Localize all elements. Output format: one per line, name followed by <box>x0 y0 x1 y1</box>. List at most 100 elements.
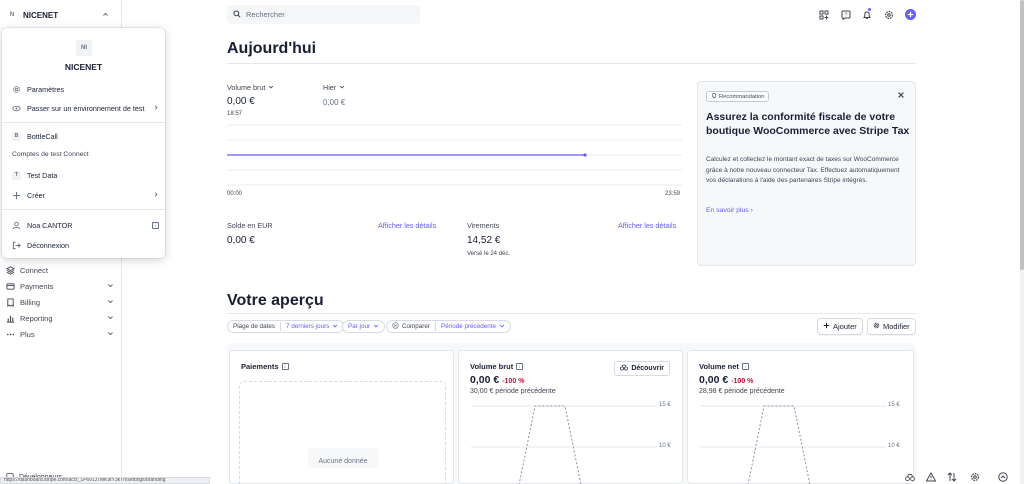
discover-button[interactable]: Découvrir <box>614 361 670 376</box>
change-badge: -100 % <box>731 378 754 385</box>
menu-item-create[interactable]: Créer <box>12 188 159 202</box>
chevron-right-icon: › <box>750 207 753 214</box>
previous-period: 30,00 € période précédente <box>470 388 556 395</box>
chevron-down-icon <box>107 282 114 291</box>
sidebar-item-reporting[interactable]: Reporting <box>6 311 116 325</box>
info-icon[interactable]: i <box>152 221 159 229</box>
search-bar[interactable] <box>227 5 420 24</box>
menu-divider <box>2 209 165 210</box>
menu-item-logout[interactable]: Déconnexion <box>12 238 159 252</box>
menu-section-test-accounts: Comptes de test Connect <box>12 151 89 158</box>
apps-icon[interactable] <box>818 9 829 20</box>
gear-icon <box>873 322 880 331</box>
filter-value: Par jour <box>348 323 371 330</box>
sidebar-item-label: Payments <box>20 281 54 291</box>
collapse-icon[interactable] <box>998 472 1008 482</box>
y-tick: 15 € <box>659 402 671 408</box>
status-url: https://dashboard.stripe.com/acct_1P6v1J… <box>0 477 210 484</box>
gross-volume-card[interactable]: Volume brut i Découvrir 0,00 € -100 % 30,… <box>458 350 683 484</box>
sidebar-item-payments[interactable]: Payments <box>6 279 116 293</box>
filter-value: 7 derniers jours <box>286 323 330 330</box>
gross-volume-value: 0,00 € <box>227 96 255 107</box>
recommendation-body: Calculez et collectez le montant exact d… <box>706 156 900 184</box>
lightbulb-icon <box>711 92 717 101</box>
more-icon <box>6 330 15 339</box>
edit-button[interactable]: Modifier <box>867 318 916 335</box>
divider <box>227 63 916 64</box>
chevron-down-icon <box>107 314 114 323</box>
chevron-down-icon <box>499 323 505 331</box>
gear-icon <box>12 85 21 94</box>
metric-label: Hier <box>323 83 337 92</box>
clear-icon[interactable] <box>392 322 399 331</box>
close-icon[interactable] <box>897 91 905 102</box>
divider <box>227 313 916 314</box>
settings-icon[interactable] <box>970 472 980 482</box>
previous-period-line <box>747 405 811 484</box>
payments-card[interactable]: Paiements i Aucune donnée <box>229 350 454 484</box>
change-badge: -100 % <box>502 378 525 385</box>
interval-filter[interactable]: Par jour <box>342 320 386 333</box>
warning-icon[interactable] <box>926 472 936 482</box>
menu-item-test-environment[interactable]: Passer sur un environnement de test <box>12 101 159 115</box>
current-time: 18:57 <box>227 111 243 117</box>
y-tick: 10 € <box>888 443 900 449</box>
chevron-down-icon <box>268 83 274 92</box>
sidebar-item-connect[interactable]: Connect <box>6 263 116 277</box>
filter-label: Comparer <box>402 323 430 330</box>
date-range-filter[interactable]: Plage de dates 7 derniers jours <box>227 320 345 333</box>
create-plus-button[interactable] <box>905 9 916 20</box>
filter-divider <box>280 322 282 331</box>
info-icon[interactable]: i <box>741 363 749 370</box>
sort-icon[interactable] <box>947 472 957 482</box>
help-icon[interactable]: ? <box>840 9 851 20</box>
plus-icon <box>12 191 21 200</box>
yesterday-value: 0,00 € <box>323 98 346 107</box>
yesterday-selector[interactable]: Hier <box>323 83 345 92</box>
learn-more-link[interactable]: En savoir plus › <box>706 207 753 214</box>
axis-end: 23:59 <box>665 191 681 197</box>
sidebar-item-billing[interactable]: Billing <box>6 295 116 309</box>
tag-label: Recommandation <box>719 93 765 100</box>
axis-start: 00:00 <box>227 191 243 197</box>
filter-divider <box>435 322 436 331</box>
binoculars-icon[interactable] <box>905 472 915 482</box>
scrollbar-thumb[interactable] <box>1020 0 1024 270</box>
gross-volume-selector[interactable]: Volume brut <box>227 83 274 92</box>
card-title: Volume net i <box>699 362 749 371</box>
balance-details-link[interactable]: Afficher les détails <box>378 221 437 230</box>
search-input[interactable] <box>246 10 406 19</box>
menu-item-settings[interactable]: Paramètres <box>12 82 159 96</box>
info-icon[interactable]: i <box>281 363 289 370</box>
account-switcher[interactable]: N NICENET <box>3 6 113 24</box>
net-volume-card[interactable]: Volume net i 0,00 € -100 % 28,98 € périod… <box>687 350 914 484</box>
billing-icon <box>6 297 15 307</box>
sidebar-item-more[interactable]: Plus <box>6 327 116 341</box>
menu-account-test-data[interactable]: T Test Data <box>12 168 159 182</box>
menu-item-label: BottleCall <box>27 131 58 141</box>
today-chart <box>227 124 682 186</box>
balance-label: Solde en EUR <box>227 221 273 230</box>
payouts-details-link[interactable]: Afficher les détails <box>618 221 677 230</box>
recommendation-card: Recommandation Assurez la conformité fis… <box>697 81 916 266</box>
gear-icon[interactable] <box>883 9 894 20</box>
menu-item-label: Test Data <box>27 170 58 180</box>
connect-icon <box>6 265 15 275</box>
account-initial: N <box>9 12 15 18</box>
chevron-down-icon <box>339 83 345 92</box>
chevron-right-icon <box>153 191 159 200</box>
info-icon[interactable]: i <box>516 363 524 370</box>
payouts-note: Versé le 24 déc. <box>467 251 511 257</box>
account-menu: NI NICENET Paramètres Passer sur un envi… <box>2 28 165 258</box>
menu-account-bottlecall[interactable]: B BottleCall <box>12 129 159 143</box>
user-name: Noa CANTOR <box>27 220 73 230</box>
account-initial: B <box>12 131 21 141</box>
metric-label: Volume brut <box>227 83 266 92</box>
notifications-icon[interactable] <box>861 9 872 20</box>
page-scrollbar[interactable] <box>1020 0 1024 484</box>
menu-user-profile[interactable]: Noa CANTOR i <box>12 218 159 232</box>
menu-item-label: Paramètres <box>27 84 65 94</box>
add-button[interactable]: Ajouter <box>817 318 863 335</box>
chevron-down-icon <box>373 323 379 331</box>
compare-filter[interactable]: Comparer Période précédente <box>386 320 511 333</box>
